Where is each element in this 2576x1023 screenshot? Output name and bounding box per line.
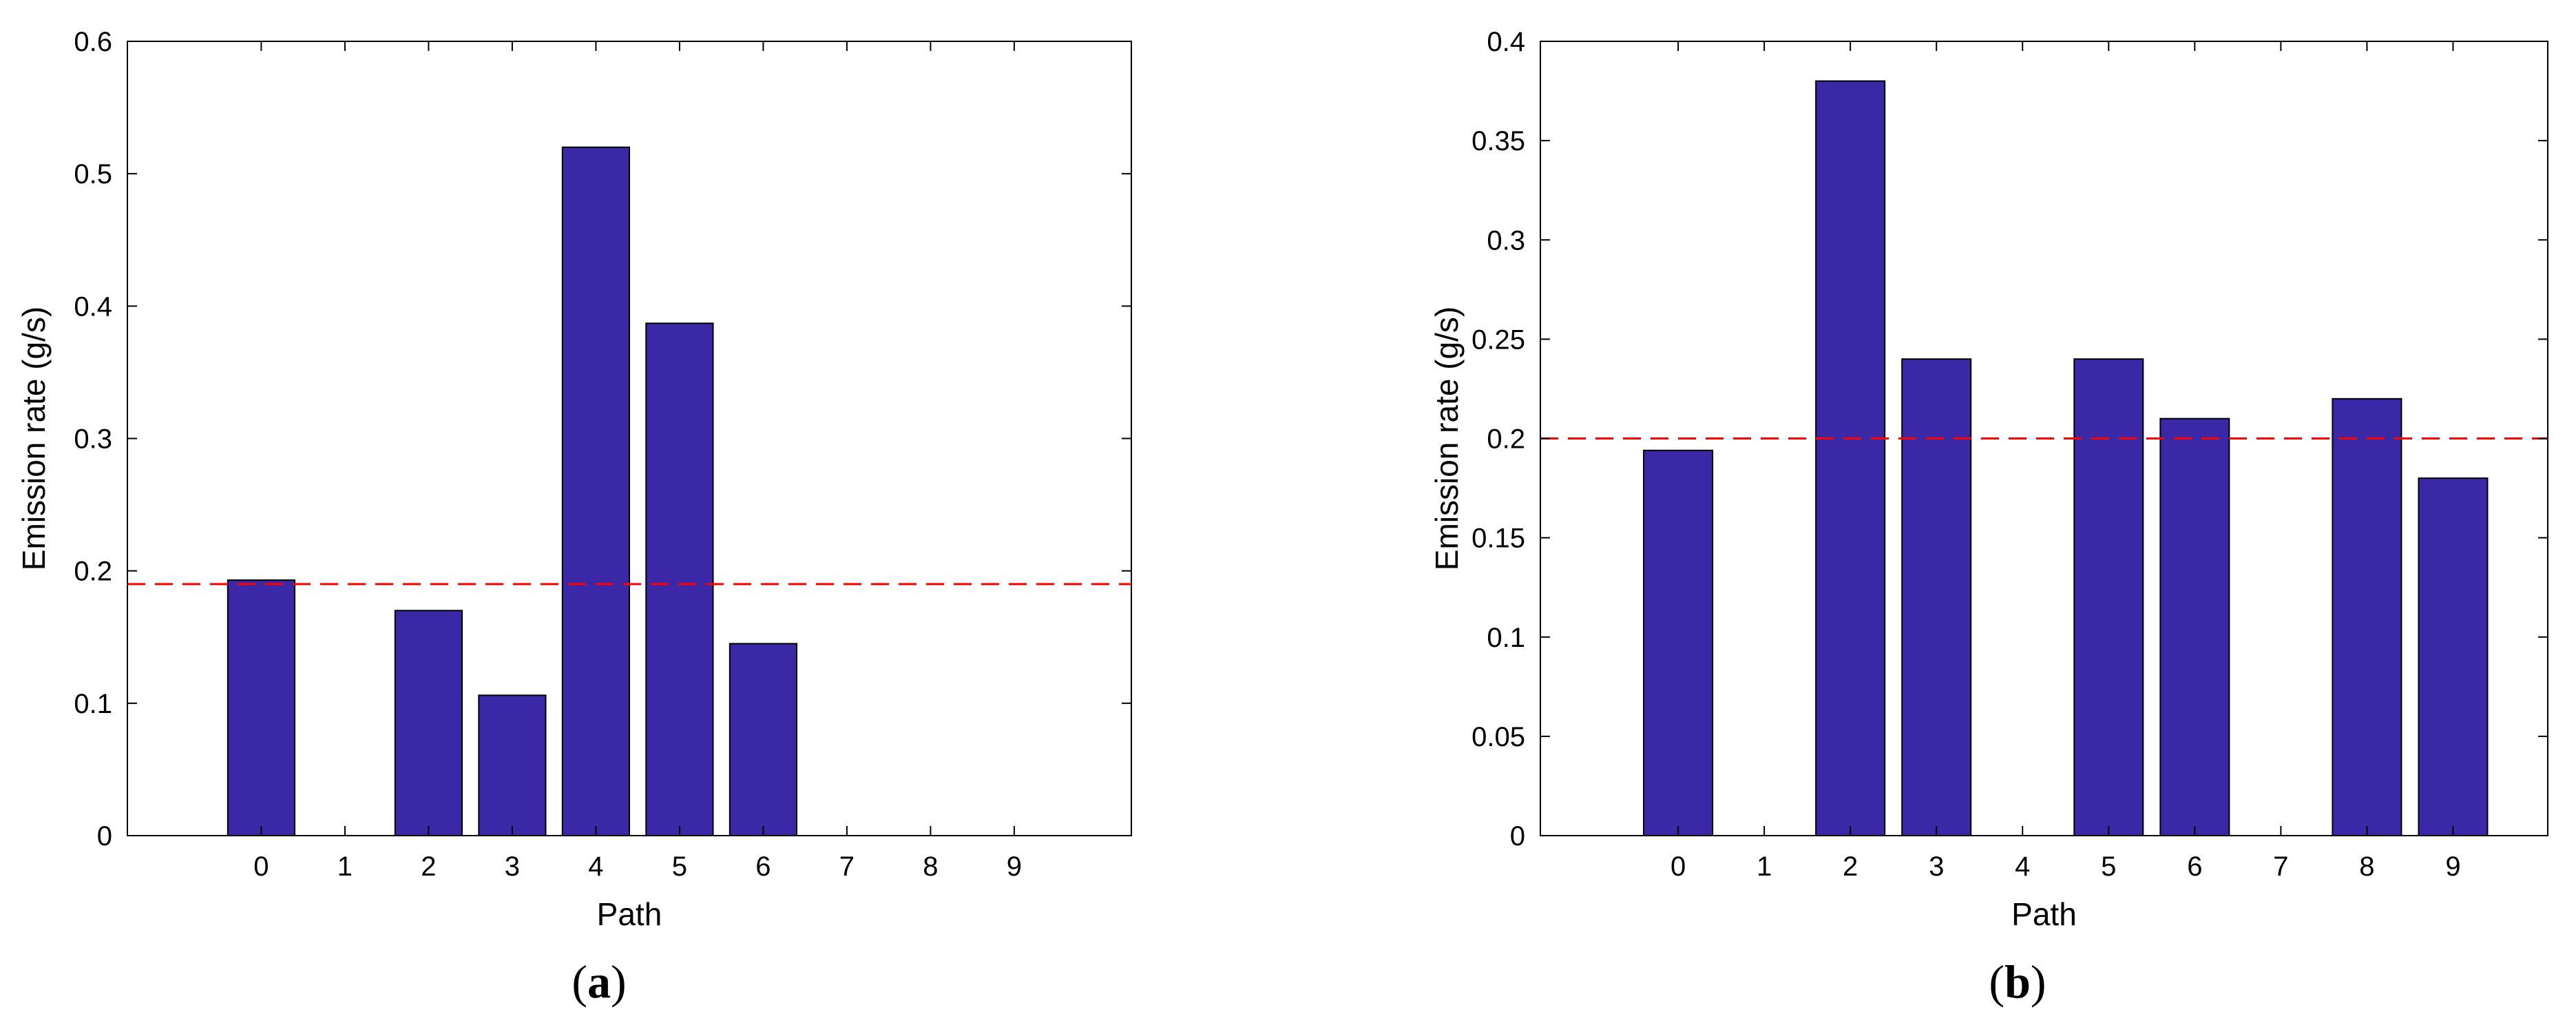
y-tick-label: 0.3 — [74, 424, 112, 455]
y-tick-label: 0.1 — [74, 689, 112, 719]
bar-path-5 — [2073, 358, 2144, 836]
x-axis-label: Path — [597, 896, 662, 932]
y-tick-label: 0.2 — [74, 557, 112, 587]
x-tick-label: 4 — [588, 851, 603, 882]
y-tick-label: 0.3 — [1487, 225, 1525, 256]
y-tick-label: 0.2 — [1487, 424, 1525, 455]
x-tick-label: 9 — [2445, 851, 2460, 882]
y-tick-label: 0.4 — [74, 291, 112, 322]
bar-path-0 — [1643, 449, 1714, 836]
x-tick-label: 3 — [505, 851, 520, 882]
x-axis-label: Path — [2011, 896, 2077, 932]
panel-caption-letter: b — [2004, 955, 2031, 1008]
x-tick-label: 7 — [839, 851, 855, 882]
panel-caption-close: ) — [611, 955, 627, 1008]
x-tick-label: 5 — [672, 851, 687, 882]
panel-caption-open: ( — [1989, 955, 2004, 1008]
bar-path-6 — [729, 643, 798, 836]
panel-caption-open: ( — [572, 955, 587, 1008]
bar-path-2 — [1815, 80, 1886, 836]
y-tick-label: 0.6 — [74, 27, 112, 57]
x-tick-label: 9 — [1007, 851, 1022, 882]
y-tick-label: 0.4 — [1487, 27, 1525, 57]
chart-panel-b: 0 0.05 0.1 0.15 0.2 0.25 0.3 0.35 0.4 0 1 2 3 4 5 6 7 8 9 P… — [1429, 27, 2548, 1008]
y-tick-label: 0 — [1510, 821, 1525, 851]
bar-path-8 — [2332, 397, 2402, 836]
y-tick-label: 0.05 — [1472, 722, 1525, 752]
y-axis-label: Emission rate (g/s) — [16, 307, 52, 570]
x-tick-label: 1 — [1757, 851, 1772, 882]
y-tick-label: 0 — [97, 821, 112, 851]
x-tick-label: 1 — [337, 851, 353, 882]
x-tick-label: 0 — [253, 851, 269, 882]
bar-path-2 — [394, 610, 463, 836]
panel-caption-letter: a — [587, 955, 611, 1008]
bar-path-3 — [1901, 358, 1972, 836]
x-tick-label: 6 — [755, 851, 771, 882]
y-tick-label: 0.1 — [1487, 623, 1525, 653]
bar-path-6 — [2159, 417, 2230, 836]
x-tick-label: 0 — [1671, 851, 1686, 882]
y-tick-label: 0.25 — [1472, 324, 1525, 355]
y-tick-label: 0.35 — [1472, 126, 1525, 156]
bar-path-3 — [478, 694, 547, 837]
bar-path-9 — [2418, 477, 2489, 836]
panel-caption-close: ) — [2031, 955, 2046, 1008]
bar-path-5 — [645, 322, 714, 836]
x-tick-label: 8 — [923, 851, 938, 882]
chart-panel-a: 0 0.1 0.2 0.3 0.4 0.5 0.6 0 1 2 3 4 5 6 7 8 9 Path Emissio… — [16, 27, 1132, 1008]
y-tick-label: 0.5 — [74, 159, 112, 189]
x-tick-label: 4 — [2015, 851, 2030, 882]
x-tick-label: 8 — [2359, 851, 2374, 882]
x-tick-label: 2 — [421, 851, 436, 882]
bar-path-0 — [227, 579, 295, 836]
x-tick-label: 2 — [1843, 851, 1858, 882]
x-tick-label: 5 — [2101, 851, 2116, 882]
y-tick-label: 0.15 — [1472, 524, 1525, 554]
panel-caption: (a) — [572, 955, 626, 1008]
y-axis-label: Emission rate (g/s) — [1429, 307, 1465, 570]
x-tick-label: 3 — [1929, 851, 1944, 882]
panel-caption: (b) — [1989, 955, 2046, 1008]
bar-path-4 — [561, 146, 630, 836]
x-tick-label: 6 — [2187, 851, 2202, 882]
x-tick-label: 7 — [2273, 851, 2288, 882]
